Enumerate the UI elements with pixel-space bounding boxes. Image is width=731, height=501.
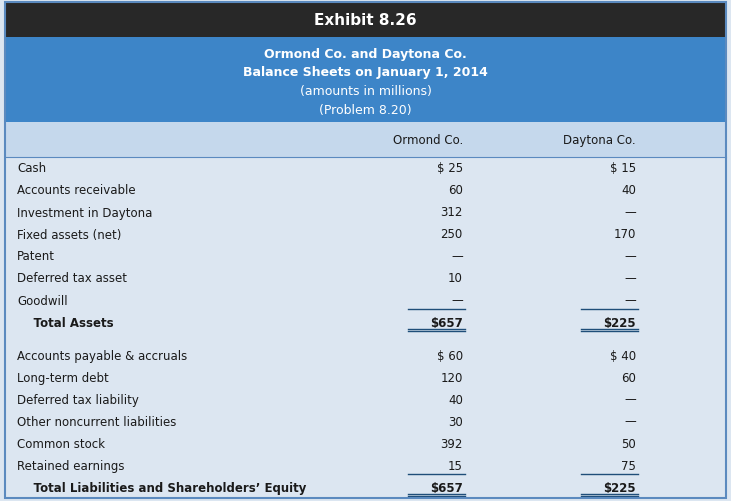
Text: Retained earnings: Retained earnings — [17, 458, 124, 471]
Text: 312: 312 — [441, 206, 463, 219]
Text: 75: 75 — [621, 458, 636, 471]
Text: Balance Sheets on January 1, 2014: Balance Sheets on January 1, 2014 — [243, 66, 488, 79]
Text: 120: 120 — [441, 371, 463, 384]
Text: Total Liabilities and Shareholders’ Equity: Total Liabilities and Shareholders’ Equi… — [17, 480, 306, 493]
Text: —: — — [451, 250, 463, 263]
Text: —: — — [624, 294, 636, 307]
Text: $225: $225 — [603, 480, 636, 493]
Text: $657: $657 — [430, 480, 463, 493]
Text: 30: 30 — [448, 415, 463, 428]
Text: $ 25: $ 25 — [436, 162, 463, 175]
Text: 250: 250 — [441, 228, 463, 241]
Text: $225: $225 — [603, 316, 636, 329]
Text: Daytona Co.: Daytona Co. — [564, 134, 636, 147]
Text: Exhibit 8.26: Exhibit 8.26 — [314, 13, 417, 28]
Text: 60: 60 — [621, 371, 636, 384]
Text: Fixed assets (net): Fixed assets (net) — [17, 228, 121, 241]
Text: Accounts receivable: Accounts receivable — [17, 184, 136, 197]
Text: 170: 170 — [613, 228, 636, 241]
Text: $ 40: $ 40 — [610, 349, 636, 362]
Text: 40: 40 — [621, 184, 636, 197]
Text: Common stock: Common stock — [17, 437, 105, 449]
Text: Other noncurrent liabilities: Other noncurrent liabilities — [17, 415, 176, 428]
Text: Ormond Co. and Daytona Co.: Ormond Co. and Daytona Co. — [264, 48, 467, 61]
Text: $ 60: $ 60 — [436, 349, 463, 362]
Text: —: — — [624, 206, 636, 219]
Text: —: — — [624, 272, 636, 285]
Text: Long-term debt: Long-term debt — [17, 371, 109, 384]
Text: 50: 50 — [621, 437, 636, 449]
Text: $657: $657 — [430, 316, 463, 329]
Text: Patent: Patent — [17, 250, 55, 263]
Text: —: — — [624, 415, 636, 428]
Bar — [5, 3, 726, 38]
Text: Goodwill: Goodwill — [17, 294, 68, 307]
Text: 60: 60 — [448, 184, 463, 197]
Text: —: — — [451, 294, 463, 307]
Text: 392: 392 — [441, 437, 463, 449]
Text: Investment in Daytona: Investment in Daytona — [17, 206, 152, 219]
Text: Deferred tax liability: Deferred tax liability — [17, 393, 139, 406]
Text: 10: 10 — [448, 272, 463, 285]
Text: Deferred tax asset: Deferred tax asset — [17, 272, 127, 285]
Text: (Problem 8.20): (Problem 8.20) — [319, 104, 412, 117]
Text: Accounts payable & accruals: Accounts payable & accruals — [17, 349, 187, 362]
Text: $ 15: $ 15 — [610, 162, 636, 175]
Text: (amounts in millions): (amounts in millions) — [300, 85, 431, 98]
Text: 40: 40 — [448, 393, 463, 406]
Text: Cash: Cash — [17, 162, 46, 175]
Text: Total Assets: Total Assets — [17, 316, 113, 329]
Text: 15: 15 — [448, 458, 463, 471]
Bar — [5, 123, 726, 158]
Bar — [5, 158, 726, 498]
Bar — [5, 38, 726, 123]
Text: Ormond Co.: Ormond Co. — [393, 134, 463, 147]
Text: —: — — [624, 250, 636, 263]
Text: —: — — [624, 393, 636, 406]
